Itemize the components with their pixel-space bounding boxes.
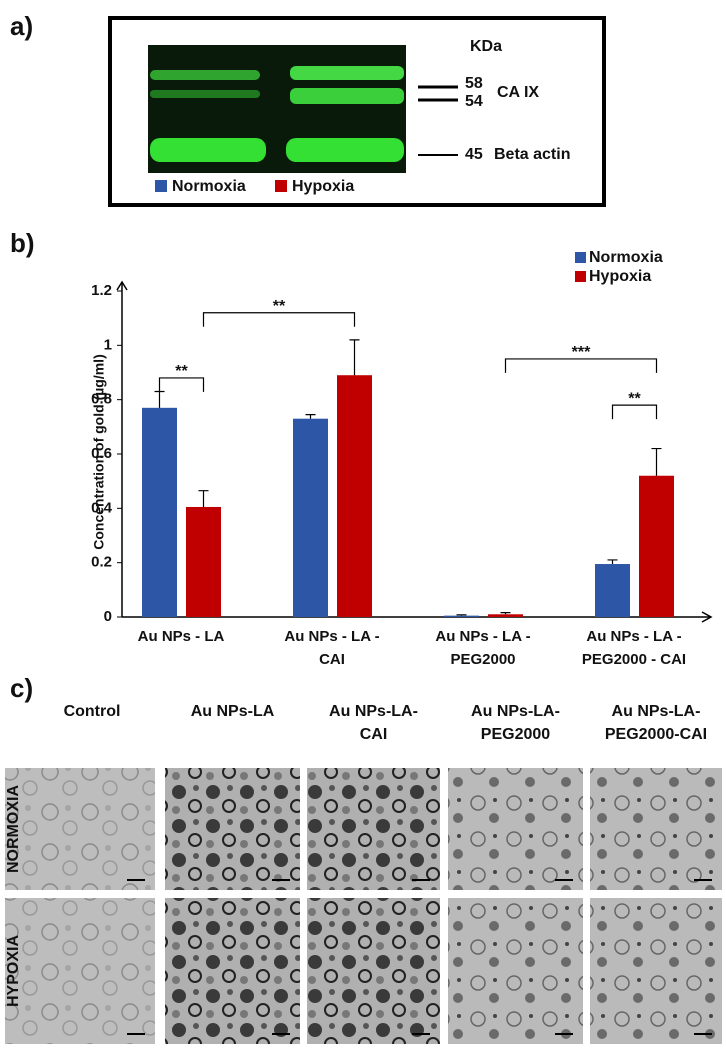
axis-arrow: [116, 280, 128, 291]
x-tick-label: Au NPs - LA -: [586, 628, 681, 645]
bar: [488, 614, 523, 617]
panel-label: a): [10, 11, 33, 41]
significance-bracket: [158, 377, 205, 392]
column-header: PEG2000: [481, 726, 550, 743]
error-bar: [456, 614, 467, 616]
significance-bracket: [611, 404, 658, 420]
column-header: Au NPs-LA-: [612, 703, 701, 720]
legend-swatch: [575, 271, 586, 282]
y-tick-label: 1.2: [91, 282, 112, 299]
legend-label: Normoxia: [589, 249, 663, 266]
bar: [142, 407, 177, 617]
band: [290, 88, 404, 104]
significance-bracket: [202, 312, 356, 327]
micrograph: [165, 768, 300, 890]
legend-label: Hypoxia: [292, 178, 354, 195]
legend-swatch: [155, 180, 167, 192]
panel-label: b): [10, 228, 35, 258]
bar: [293, 418, 328, 617]
error-bar: [651, 447, 662, 476]
column-header: Control: [64, 703, 121, 720]
marker: 58: [465, 75, 483, 92]
column-header: Au NPs-LA-: [471, 703, 560, 720]
legend-swatch: [575, 252, 586, 263]
row-label: HYPOXIA: [5, 935, 22, 1007]
band: [150, 138, 266, 162]
unit: KDa: [470, 38, 502, 55]
band: [150, 70, 260, 80]
marker: 45: [465, 146, 483, 163]
y-tick-label: 0.2: [91, 554, 112, 571]
column-header: PEG2000-CAI: [605, 726, 707, 743]
chart: 0 0.2 0.4 0.6 0.8 1 1.2 Au NPs - LA Au NPs - LA …: [91, 249, 713, 668]
band-label: Beta actin: [494, 146, 570, 163]
x-tick-label: CAI: [319, 651, 345, 668]
bar: [444, 615, 479, 617]
bar: [186, 506, 221, 617]
band-label: CA IX: [497, 84, 539, 101]
y-axis-label: Concentration of gold (µg/ml): [91, 354, 107, 550]
micrograph: [5, 768, 155, 890]
error-bar: [305, 414, 316, 419]
micrograph: [307, 898, 440, 1044]
y-tick-label: 0.8: [91, 391, 112, 408]
legend-label: Normoxia: [172, 178, 246, 195]
micrograph: [448, 898, 583, 1044]
micrograph: [590, 898, 722, 1044]
significance-bracket: [504, 358, 658, 373]
micrographs: Control Au NPs-LA Au NPs-LA- CAI Au NPs-LA- P…: [5, 703, 722, 1044]
column-header: Au NPs-LA-: [329, 703, 418, 720]
column-header: CAI: [360, 726, 388, 743]
band: [286, 138, 404, 162]
x-tick-label: Au NPs - LA -: [435, 628, 530, 645]
x-tick-label: Au NPs - LA -: [284, 628, 379, 645]
band: [290, 66, 404, 80]
significance-label: ***: [572, 344, 591, 361]
marker: 54: [465, 93, 483, 110]
row-label: NORMOXIA: [5, 785, 22, 873]
micrograph: [165, 898, 300, 1044]
bar: [337, 375, 372, 617]
panel-label: c): [10, 673, 33, 703]
y-tick-label: 1: [104, 336, 112, 353]
bar: [639, 475, 674, 617]
y-tick-label: 0.4: [91, 499, 113, 516]
axis-arrow: [701, 611, 713, 623]
band: [150, 90, 260, 98]
column-header: Au NPs-LA: [191, 703, 275, 720]
micrograph: [5, 898, 155, 1044]
x-tick-label: PEG2000 - CAI: [582, 651, 686, 668]
y-tick-label: 0.6: [91, 445, 112, 462]
x-tick-label: Au NPs - LA: [138, 628, 225, 645]
error-bar: [500, 612, 511, 615]
micrograph: [448, 768, 583, 890]
micrograph: [307, 768, 440, 890]
error-bar: [349, 339, 360, 376]
error-bar: [154, 390, 165, 408]
legend-label: Hypoxia: [589, 268, 651, 285]
error-bar: [607, 559, 618, 565]
y-tick-label: 0: [104, 608, 112, 625]
significance-label: **: [273, 298, 286, 315]
bar: [595, 564, 630, 617]
significance-label: **: [175, 363, 188, 380]
micrograph: [590, 768, 722, 890]
error-bar: [198, 490, 209, 507]
x-tick-label: PEG2000: [450, 651, 515, 668]
legend-swatch: [275, 180, 287, 192]
significance-label: **: [628, 390, 641, 407]
